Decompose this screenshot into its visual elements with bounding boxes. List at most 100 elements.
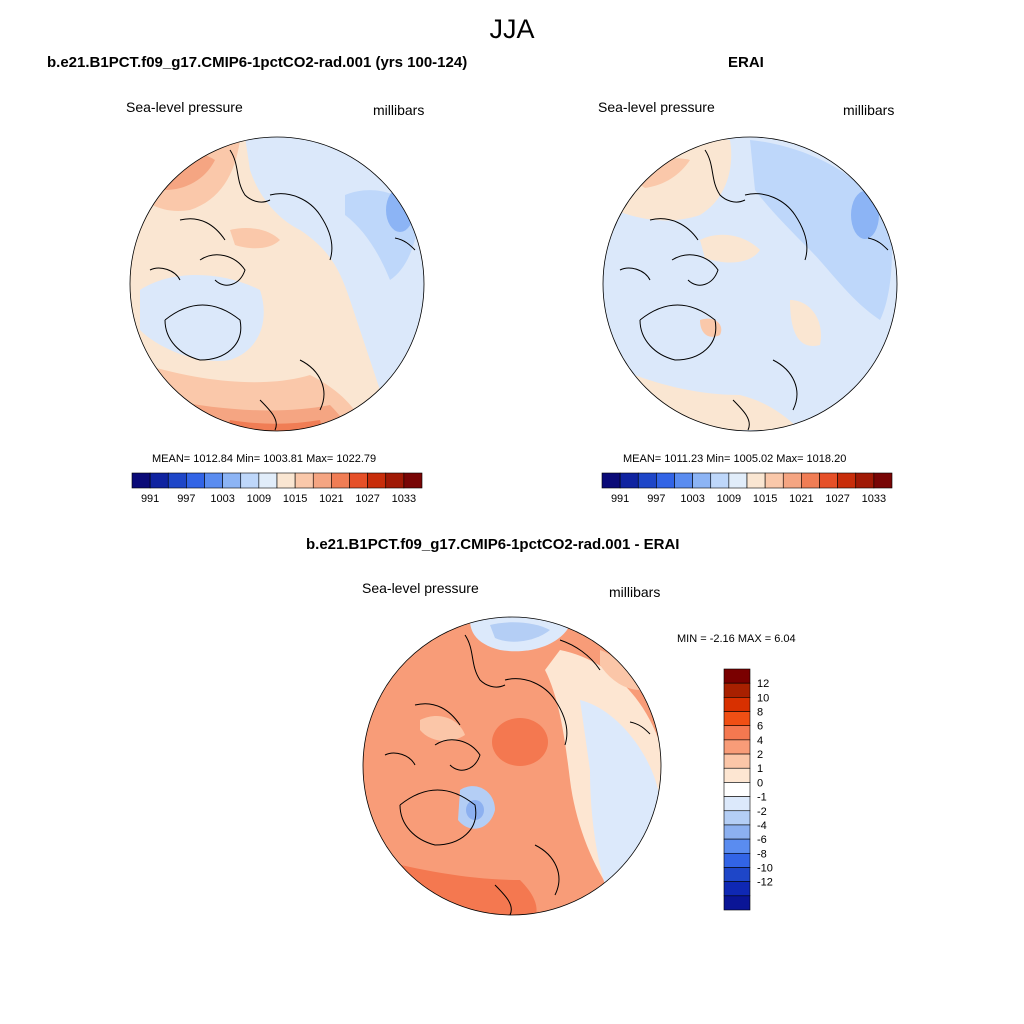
diff-colorbar-box: [723, 895, 751, 911]
model-colorbar-box: [222, 472, 242, 489]
obs-colorbar-box: [637, 472, 657, 489]
model-variable-label: Sea-level pressure: [126, 99, 243, 115]
model-colorbar-box: [131, 472, 151, 489]
model-colorbar-box: [276, 472, 296, 489]
model-stats: MEAN= 1012.84 Min= 1003.81 Max= 1022.79: [152, 453, 377, 465]
obs-colorbar-box: [782, 472, 802, 489]
obs-colorbar-box: [819, 472, 838, 489]
obs-stats: MEAN= 1011.23 Min= 1005.02 Max= 1018.20: [623, 453, 847, 465]
obs-colorbar-label: 997: [647, 493, 665, 505]
diff-colorbar-label: -2: [757, 806, 767, 818]
model-colorbar-box: [258, 472, 278, 489]
diff-units-label: millibars: [609, 584, 661, 600]
obs-colorbar-box: [601, 472, 621, 489]
diff-colorbar-box: [723, 711, 751, 727]
model-panel-title: b.e21.B1PCT.f09_g17.CMIP6-1pctCO2-rad.00…: [47, 54, 468, 71]
model-colorbar-label: 1003: [210, 493, 234, 505]
obs-colorbar-box: [674, 472, 693, 489]
diff-colorbar-box: [723, 753, 751, 769]
diff-colorbar-box: [723, 697, 751, 712]
obs-colorbar-box: [692, 472, 712, 489]
model-colorbar-label: 1027: [355, 493, 379, 505]
obs-map-border: [602, 136, 898, 432]
diff-colorbar-box: [723, 682, 751, 698]
model-colorbar-label: 997: [177, 493, 195, 505]
obs-colorbar-box: [619, 472, 639, 489]
model-colorbar: 991 997 1003 1009 1015 1021 1027 1033: [131, 472, 423, 505]
diff-colorbar-box: [723, 867, 751, 882]
obs-colorbar: 991 997 1003 1009 1015 1021 1027 1033: [601, 472, 893, 505]
diff-colorbar-box: [723, 796, 751, 812]
obs-colorbar-label: 1009: [717, 493, 741, 505]
obs-colorbar-box: [873, 472, 893, 489]
obs-colorbar-box: [764, 472, 784, 489]
model-colorbar-label: 1033: [392, 493, 416, 505]
model-polar-map: [130, 137, 424, 431]
diff-colorbar-label: -4: [757, 820, 767, 832]
model-colorbar-box: [167, 472, 187, 489]
obs-colorbar-label: 1033: [862, 493, 886, 505]
diff-colorbar-label: 2: [757, 749, 763, 761]
model-colorbar-box: [149, 472, 169, 489]
model-colorbar-box: [385, 472, 405, 489]
obs-colorbar-label: 1015: [753, 493, 777, 505]
diff-colorbar-box: [723, 767, 751, 783]
diff-colorbar-box: [723, 852, 751, 868]
diff-stats: MIN = -2.16 MAX = 6.04: [677, 633, 796, 645]
model-map-border: [129, 136, 425, 432]
model-colorbar-box: [331, 472, 350, 489]
model-colorbar-label: 1009: [247, 493, 271, 505]
diff-colorbar-label: 6: [757, 721, 763, 733]
model-colorbar-box: [294, 472, 314, 489]
diff-colorbar-box: [723, 739, 751, 755]
diff-colorbar-label: -1: [757, 792, 767, 804]
obs-colorbar-label: 1003: [680, 493, 704, 505]
obs-colorbar-box: [837, 472, 857, 489]
diff-colorbar-label: -12: [757, 877, 773, 889]
diff-colorbar-label: 1: [757, 763, 763, 775]
obs-colorbar-box: [801, 472, 820, 489]
obs-colorbar-box: [746, 472, 766, 489]
model-units-label: millibars: [373, 102, 425, 118]
diff-colorbar-label: -6: [757, 834, 767, 846]
model-colorbar-box: [240, 472, 260, 489]
obs-coastlines: [619, 149, 889, 431]
diff-colorbar-label: 0: [757, 777, 763, 789]
main-title: JJA: [489, 14, 535, 44]
diff-colorbar-label: 4: [757, 735, 763, 747]
diff-map-border: [362, 616, 662, 916]
diff-colorbar-box: [723, 881, 751, 897]
obs-variable-label: Sea-level pressure: [598, 99, 715, 115]
diff-polar-map: [363, 617, 661, 915]
model-colorbar-box: [204, 472, 223, 489]
obs-units-label: millibars: [843, 102, 895, 118]
model-colorbar-label: 1021: [319, 493, 343, 505]
diff-colorbar-box: [723, 810, 751, 826]
diff-colorbar-box: [723, 782, 751, 797]
diff-colorbar-label: 8: [757, 707, 763, 719]
model-coastlines: [149, 149, 416, 431]
obs-colorbar-label: 991: [611, 493, 629, 505]
obs-colorbar-label: 1027: [825, 493, 849, 505]
diff-colorbar-label: -8: [757, 848, 767, 860]
diff-colorbar-label: 12: [757, 678, 769, 690]
diff-coastlines: [384, 634, 651, 915]
model-colorbar-box: [312, 472, 332, 489]
obs-colorbar-label: 1021: [789, 493, 813, 505]
obs-colorbar-box: [656, 472, 675, 489]
obs-colorbar-box: [855, 472, 875, 489]
model-colorbar-box: [403, 472, 423, 489]
model-colorbar-label: 991: [141, 493, 159, 505]
diff-colorbar-box: [723, 725, 751, 741]
model-colorbar-label: 1015: [283, 493, 307, 505]
obs-panel-title: ERAI: [728, 54, 764, 71]
diff-colorbar-box: [723, 668, 751, 684]
obs-colorbar-box: [710, 472, 730, 489]
model-colorbar-box: [186, 472, 205, 489]
diff-colorbar-box: [723, 824, 751, 840]
diff-colorbar-label: -10: [757, 862, 773, 874]
diff-colorbar-label: 10: [757, 692, 769, 704]
diff-panel-title: b.e21.B1PCT.f09_g17.CMIP6-1pctCO2-rad.00…: [306, 536, 680, 553]
